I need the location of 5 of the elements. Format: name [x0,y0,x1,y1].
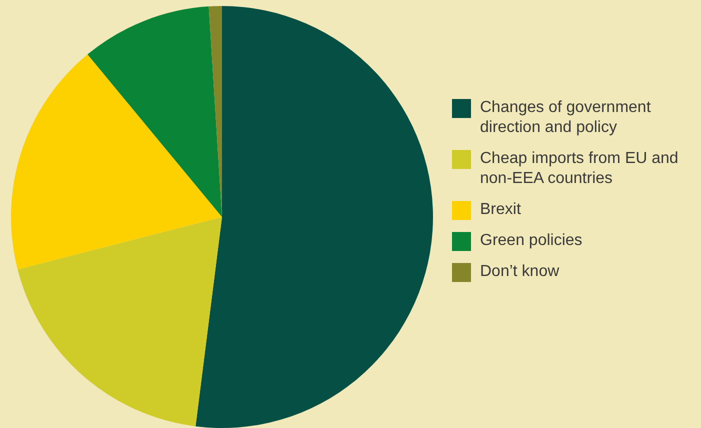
legend-label: Don’t know [480,262,560,282]
legend-label: Changes of government direction and policy [480,98,652,138]
legend-label: Green policies [480,231,582,251]
legend-label: Cheap imports from EU and non-EEA countries [480,149,680,189]
legend-label: Brexit [480,200,521,220]
